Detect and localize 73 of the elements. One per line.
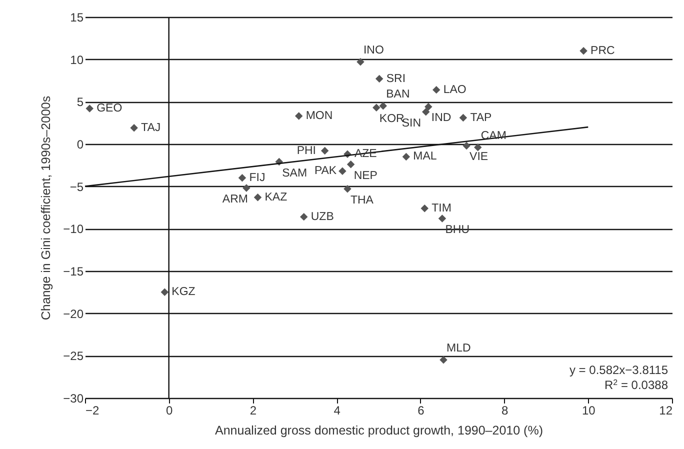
point <box>294 112 303 120</box>
y-tick-label: 10 <box>70 52 84 67</box>
annotation: PRC <box>590 44 615 57</box>
point <box>346 160 355 168</box>
annotation: PAK <box>314 165 337 178</box>
annotation: TAP <box>470 112 492 124</box>
annotation: BAN <box>386 88 410 100</box>
x-tick-label: 12 <box>659 404 673 418</box>
y-tick-label: −5 <box>70 180 84 194</box>
annotation: KGZ <box>172 286 196 298</box>
point <box>580 46 588 55</box>
point <box>86 104 94 112</box>
y-tick-label: 15 <box>70 10 84 24</box>
point <box>320 146 329 155</box>
point <box>459 114 468 122</box>
point <box>160 288 169 296</box>
y-tick-label: −25 <box>63 349 84 364</box>
point <box>372 104 380 112</box>
annotation: ARM <box>222 194 248 206</box>
point <box>238 174 246 182</box>
annotation: LAO <box>443 84 466 96</box>
point <box>344 185 352 193</box>
y-tick-label: 0 <box>76 138 84 152</box>
annotation: KAZ <box>264 191 288 204</box>
y-tick-label: 5 <box>76 95 84 110</box>
annotation: MAL <box>413 150 438 163</box>
y-axis-title: Change in Gini coefficient, 1990s–2000s <box>39 96 54 320</box>
x-tick-label: −2 <box>86 404 100 418</box>
x-tick-label: 4 <box>334 404 341 418</box>
y-tick-label: −30 <box>63 392 84 406</box>
point <box>440 356 448 364</box>
point <box>338 167 346 175</box>
point <box>424 102 432 111</box>
point <box>422 108 430 116</box>
point <box>474 144 482 152</box>
point <box>402 152 410 161</box>
annotation: NEP <box>354 170 378 182</box>
point <box>375 74 384 83</box>
y-tick-label: −15 <box>63 264 84 278</box>
x-tick-label: 8 <box>501 404 508 418</box>
point <box>462 142 470 150</box>
x-axis-title: Annualized gross domestic product growth, 1990–2010 (%) <box>215 424 543 438</box>
annotation: SAM <box>282 167 308 180</box>
point <box>130 124 138 132</box>
annotation: THA <box>350 194 374 206</box>
point <box>379 102 387 110</box>
annotation: MLD <box>446 342 471 354</box>
x-tick-label: 10 <box>582 404 596 418</box>
point <box>300 212 308 221</box>
x-tick-label: 2 <box>250 404 257 418</box>
point <box>242 184 250 192</box>
annotation: GEO <box>96 102 122 114</box>
point <box>432 86 440 94</box>
y-tick-label: −10 <box>63 222 84 236</box>
point <box>254 193 262 202</box>
annotation: TAJ <box>141 122 161 134</box>
annotation: VIE <box>470 151 488 164</box>
point <box>420 204 428 212</box>
x-tick-label: 6 <box>418 404 425 418</box>
point <box>356 58 364 66</box>
annotation: MON <box>306 110 333 122</box>
y-tick-label: −20 <box>63 306 84 321</box>
annotation: SRI <box>386 72 406 85</box>
point <box>438 214 446 222</box>
annotation: IND <box>431 112 452 124</box>
annotation: FIJ <box>249 172 266 184</box>
x-tick-label: 0 <box>166 404 174 418</box>
annotation: R$^{2}$ = 0.0388 <box>604 378 668 392</box>
annotation: INO <box>363 44 384 56</box>
annotation: y = 0.582x−3.8115 <box>569 363 668 377</box>
annotation: UZB <box>310 210 334 223</box>
annotation: PHI <box>296 144 316 157</box>
annotation: TIM <box>432 202 452 214</box>
